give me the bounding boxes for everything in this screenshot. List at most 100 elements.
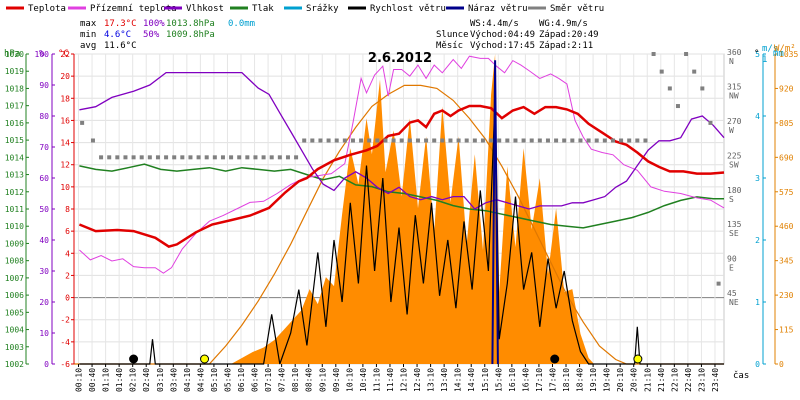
radiation-tick-label: 115	[779, 326, 794, 335]
x-tick-label: 17:10	[535, 368, 544, 392]
ms-tick-label: 4	[755, 112, 760, 121]
x-tick-label: 20:40	[630, 368, 639, 392]
x-tick-label: 16:40	[521, 368, 530, 392]
moon-set: Západ:2:11	[539, 41, 593, 51]
temp-tick-label: 4	[65, 249, 70, 258]
ms-tick-label: 3	[755, 174, 760, 183]
x-tick-label: 01:40	[115, 368, 124, 392]
x-tick-label: 20:10	[616, 368, 625, 392]
x-tick-label: 18:10	[562, 368, 571, 392]
ms-tick-label: 0	[755, 360, 760, 369]
wind-direction-point	[643, 138, 648, 143]
stats-max-temp: 17.3°C	[104, 19, 137, 29]
wind-direction-point	[326, 138, 331, 143]
pressure-tick-label: 1019	[5, 67, 24, 76]
x-tick-label: 10:10	[345, 368, 354, 392]
humidity-tick-label: 90	[39, 81, 49, 90]
x-tick-label: 00:40	[88, 368, 97, 392]
wind-direction-point	[578, 138, 583, 143]
stats-avg-label: avg	[80, 41, 96, 51]
x-tick-label: 19:40	[603, 368, 612, 392]
wind-direction-point	[188, 155, 193, 160]
humidity-unit: %	[39, 49, 45, 59]
radiation-layer	[74, 54, 724, 365]
wind-direction-point	[383, 138, 388, 143]
wind-direction-point	[619, 138, 624, 143]
temp-tick-label: -4	[60, 338, 70, 347]
wind-speed-info: WS:4.4m/s	[470, 19, 519, 29]
pressure-tick-label: 1009	[5, 239, 24, 248]
direction-deg-label: 360	[727, 48, 742, 57]
x-tick-label: 07:40	[278, 368, 287, 392]
x-tick-label: 09:40	[332, 368, 341, 392]
wind-direction-point	[594, 138, 599, 143]
pressure-tick-label: 1020	[5, 50, 24, 59]
pressure-tick-label: 1008	[5, 257, 24, 266]
wind-gust-line	[491, 60, 499, 365]
moonset-marker	[129, 354, 139, 364]
temp-tick-label: 10	[60, 183, 70, 192]
sunrise-marker	[200, 354, 210, 364]
x-tick-label: 09:10	[318, 368, 327, 392]
stats-min-hum: 50%	[143, 30, 160, 40]
x-tick-label: 00:10	[75, 368, 84, 392]
stats-min-temp: 4.6°C	[104, 30, 131, 40]
ms-tick-label: 2	[755, 236, 760, 245]
humidity-tick-label: 100	[35, 50, 50, 59]
ms-tick-label: 1	[755, 298, 760, 307]
wind-direction-point	[115, 155, 120, 160]
ground-temperature-line	[79, 55, 725, 274]
wind-direction-point	[229, 155, 234, 160]
x-tick-label: 07:10	[264, 368, 273, 392]
humidity-tick-label: 80	[39, 112, 49, 121]
pressure-tick-label: 1016	[5, 119, 24, 128]
humidity-tick-label: 10	[39, 329, 49, 338]
pressure-unit: hPa	[4, 49, 20, 59]
pressure-tick-label: 1006	[5, 291, 24, 300]
wind-direction-point	[375, 138, 380, 143]
x-tick-label: 08:40	[305, 368, 314, 392]
wind-direction-point	[545, 138, 550, 143]
direction-name-label: NW	[729, 91, 739, 100]
direction-deg-label: 135	[727, 220, 742, 229]
pressure-line	[79, 163, 724, 229]
radiation-tick-label: 0	[779, 360, 784, 369]
wind-direction-point	[131, 155, 136, 160]
stats-max-hum: 100%	[143, 19, 165, 29]
x-tick-label: 18:40	[576, 368, 585, 392]
stats-max-label: max	[80, 19, 97, 29]
x-tick-label: 11:10	[372, 368, 381, 392]
radiation-tick-label: 345	[779, 257, 794, 266]
x-tick-label: 10:40	[359, 368, 368, 392]
wind-direction-point	[261, 155, 266, 160]
wind-direction-point	[472, 138, 477, 143]
wind-direction-point	[164, 155, 169, 160]
radiation-tick-label: 230	[779, 291, 794, 300]
wind-direction-point	[448, 138, 453, 143]
temp-tick-label: 22	[60, 50, 70, 59]
wind-direction-point	[627, 138, 632, 143]
temp-tick-label: 2	[65, 271, 70, 280]
radiation-tick-label: 920	[779, 84, 794, 93]
wind-direction-point	[237, 155, 242, 160]
x-tick-label: 03:10	[156, 368, 165, 392]
wind-direction-point	[318, 138, 323, 143]
chart-title: 2.6.2012	[368, 51, 432, 66]
temp-tick-label: 12	[60, 161, 70, 170]
pressure-tick-label: 1007	[5, 274, 24, 283]
wind-direction-point	[554, 138, 559, 143]
x-tick-label: 12:40	[413, 368, 422, 392]
temp-unit: °C	[58, 49, 69, 59]
humidity-line	[79, 71, 725, 210]
wind-direction-point	[675, 104, 680, 109]
temperature-line	[78, 104, 725, 248]
temp-tick-label: -2	[60, 316, 70, 325]
wind-direction-point	[80, 120, 85, 125]
x-tick-label: 16:10	[508, 368, 517, 392]
wind-direction-point	[635, 138, 640, 143]
pressure-tick-label: 1015	[5, 136, 24, 145]
pressure-tick-label: 1002	[5, 360, 24, 369]
moon-label: Měsíc	[436, 41, 463, 51]
pressure-tick-label: 1004	[5, 326, 24, 335]
direction-deg-label: 180	[727, 186, 742, 195]
